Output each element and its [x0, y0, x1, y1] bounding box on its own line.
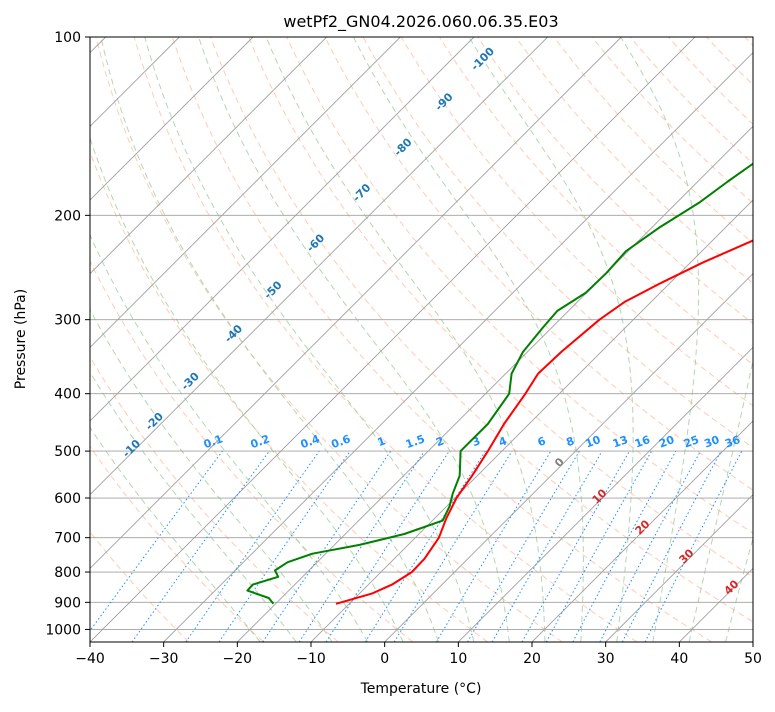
x-tick-label: 20	[523, 651, 541, 667]
y-tick-label: 900	[54, 595, 81, 611]
x-axis-label: Temperature (°C)	[360, 681, 482, 697]
chart-title: wetPf2_GN04.2026.060.06.35.E03	[283, 12, 558, 32]
x-tick-label: −10	[296, 651, 326, 667]
y-tick-label: 200	[54, 208, 81, 224]
x-tick-label: −20	[223, 651, 253, 667]
y-tick-label: 100	[54, 30, 81, 46]
y-tick-label: 500	[54, 444, 81, 460]
y-tick-label: 300	[54, 313, 81, 329]
x-tick-label: 40	[670, 651, 688, 667]
x-tick-label: 50	[744, 651, 762, 667]
x-tick-label: 0	[380, 651, 389, 667]
y-tick-label: 800	[54, 565, 81, 581]
x-tick-label: 10	[449, 651, 467, 667]
x-tick-label: 30	[597, 651, 615, 667]
y-tick-label: 700	[54, 531, 81, 547]
y-tick-label: 1000	[45, 622, 81, 638]
y-tick-label: 400	[54, 387, 81, 403]
y-tick-label: 600	[54, 491, 81, 507]
y-axis-label: Pressure (hPa)	[13, 289, 29, 389]
x-tick-label: −40	[75, 651, 105, 667]
x-tick-label: −30	[149, 651, 179, 667]
